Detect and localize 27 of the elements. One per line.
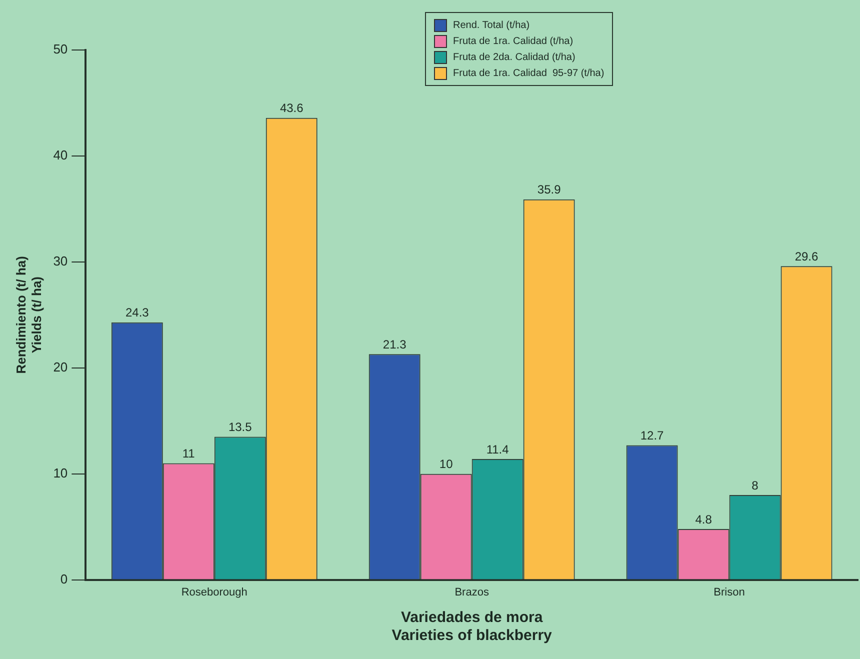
x-tick-label: Roseborough bbox=[181, 586, 248, 598]
y-tick-label: 30 bbox=[53, 254, 68, 268]
data-label: 8 bbox=[752, 478, 759, 492]
x-axis-title: Variedades de mora Varieties of blackberry bbox=[392, 609, 553, 644]
y-tick-label: 0 bbox=[60, 571, 68, 586]
data-label: 21.3 bbox=[382, 337, 407, 352]
y-tick-label: 40 bbox=[53, 148, 68, 163]
x-tick-label: Brison bbox=[714, 586, 745, 598]
y-tick-label: 20 bbox=[53, 359, 68, 374]
legend-label: Rend. Total (t/ha) bbox=[453, 20, 530, 30]
legend-label: Fruta de 1ra. Calidad 95-97 (t/ha) bbox=[453, 68, 604, 78]
data-label: 13.5 bbox=[228, 420, 252, 434]
data-label: 43.6 bbox=[280, 101, 304, 116]
legend-label: Fruta de 1ra. Calidad (t/ha) bbox=[453, 36, 574, 46]
x-tick-label: Brazos bbox=[454, 586, 490, 598]
legend-label: Fruta de 2da. Calidad (t/ha) bbox=[453, 52, 576, 62]
y-axis-title: Rendimiento (t/ ha) Yields (t/ ha) bbox=[13, 256, 44, 374]
data-label: 35.9 bbox=[537, 182, 562, 197]
data-label: 24.3 bbox=[125, 306, 150, 320]
y-tick-label: 10 bbox=[53, 465, 68, 480]
data-label: 11 bbox=[182, 446, 196, 461]
data-label: 29.6 bbox=[794, 249, 819, 264]
data-label: 10 bbox=[439, 457, 454, 472]
data-label: 12.7 bbox=[640, 428, 664, 443]
y-tick-label: 50 bbox=[53, 42, 68, 57]
data-label: 4.8 bbox=[695, 512, 712, 526]
data-label: 11.4 bbox=[486, 442, 510, 456]
